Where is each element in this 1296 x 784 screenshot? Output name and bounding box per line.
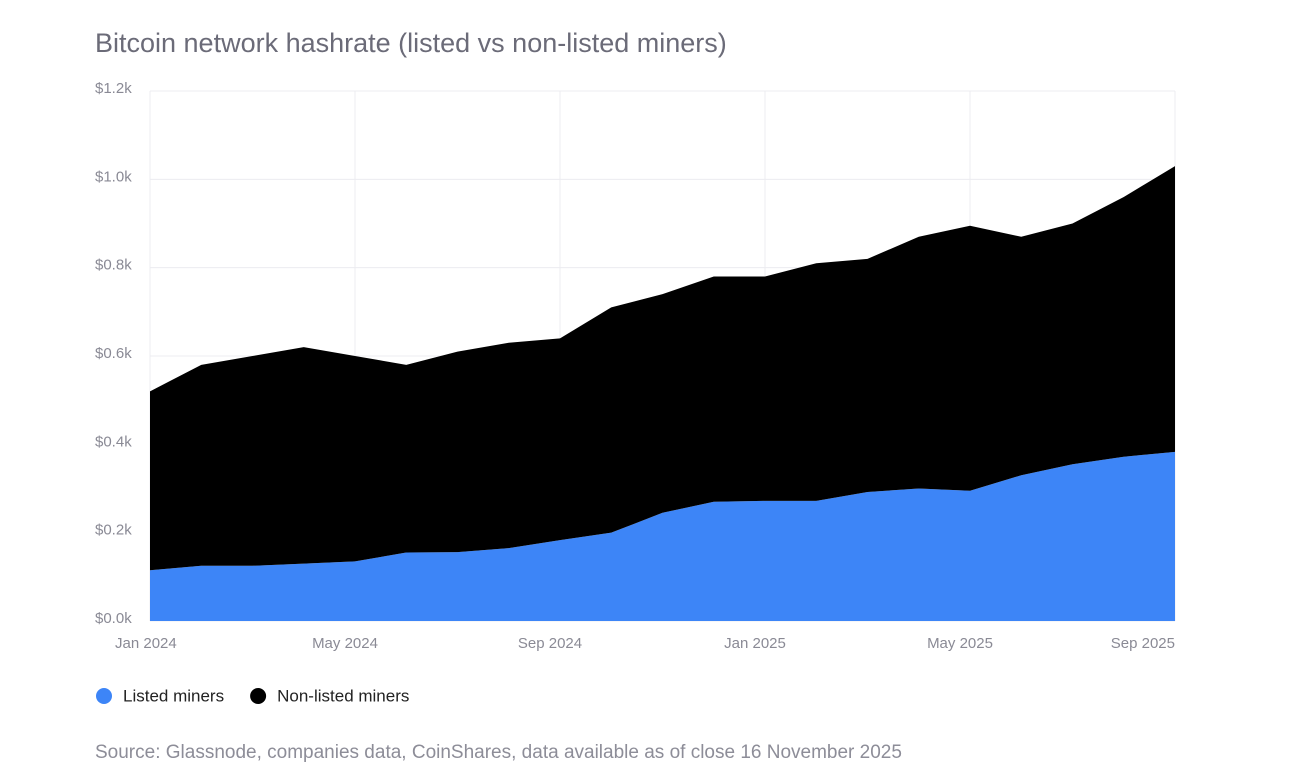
legend-marker xyxy=(96,688,112,704)
y-tick-label: $0.8k xyxy=(95,257,132,274)
y-tick-label: $0.4k xyxy=(95,433,132,450)
area xyxy=(150,166,1175,571)
x-tick-label: Jan 2024 xyxy=(115,635,177,652)
x-tick-label: Sep 2024 xyxy=(518,635,582,652)
x-tick-label: Jan 2025 xyxy=(724,635,786,652)
y-tick-label: $0.2k xyxy=(95,522,132,539)
x-tick-label: May 2024 xyxy=(312,635,378,652)
x-tick-label: Sep 2025 xyxy=(1111,635,1175,652)
chart-title: Bitcoin network hashrate (listed vs non-… xyxy=(95,28,727,58)
x-tick-label: May 2025 xyxy=(927,635,993,652)
legend-label: Non-listed miners xyxy=(277,686,409,705)
area xyxy=(150,451,1175,621)
y-tick-label: $0.6k xyxy=(95,345,132,362)
source-note: Source: Glassnode, companies data, CoinS… xyxy=(95,742,902,763)
y-tick-label: $1.2k xyxy=(95,80,132,97)
y-tick-label: $0.0k xyxy=(95,610,132,627)
y-tick-label: $1.0k xyxy=(95,168,132,185)
legend-label: Listed miners xyxy=(123,686,224,705)
legend-marker xyxy=(250,688,267,704)
